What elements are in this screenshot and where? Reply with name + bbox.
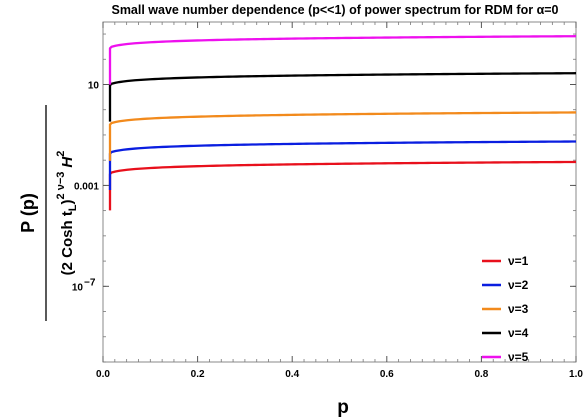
series-line-nu-3 xyxy=(108,111,577,162)
legend-label-nu-2: ν=2 xyxy=(508,278,529,292)
chart-title: Small wave number dependence (p<<1) of p… xyxy=(111,3,558,17)
x-tick-label: 0.8 xyxy=(474,369,488,380)
legend: ν=1 ν=2 ν=3 ν=4 ν=5 xyxy=(482,254,529,364)
y-label-denominator-close: ) xyxy=(59,199,76,204)
legend-label-nu-4: ν=4 xyxy=(508,326,529,340)
y-label-denominator-tail: H xyxy=(59,156,76,168)
x-tick-label: 0.0 xyxy=(96,369,110,380)
y-label-denominator-exp: 2 ν−3 xyxy=(55,172,67,200)
y-tick-exponent: −7 xyxy=(84,277,96,288)
legend-label-nu-1: ν=1 xyxy=(508,254,529,268)
y-label-denominator-base: (2 Cosh t xyxy=(59,211,76,275)
y-label-denominator: (2 Cosh tL)2 ν−3 H2 xyxy=(55,151,79,276)
x-tick-label: 0.6 xyxy=(380,369,394,380)
y-tick-label: 10 xyxy=(88,80,100,91)
y-label-numerator: P (p) xyxy=(18,193,38,233)
x-tick-label: 0.4 xyxy=(285,369,299,380)
y-label-denominator-tail-exp: 2 xyxy=(55,151,67,157)
x-tick-label: 0.2 xyxy=(191,369,205,380)
series-line-nu-4 xyxy=(108,72,577,123)
y-axis-label: P (p) (2 Cosh tL)2 ν−3 H2 xyxy=(18,105,79,321)
x-axis-label: p xyxy=(337,397,349,418)
legend-label-nu-3: ν=3 xyxy=(508,302,529,316)
y-tick-label: 0.001 xyxy=(74,181,99,192)
y-label-denominator-sub: L xyxy=(67,204,79,211)
y-tick-label: 10 xyxy=(72,282,84,293)
series-layer xyxy=(108,35,577,211)
series-line-nu-1 xyxy=(108,160,577,211)
series-line-nu-5 xyxy=(108,35,577,86)
series-line-nu-2 xyxy=(108,140,577,191)
x-tick-label: 1.0 xyxy=(569,369,583,380)
legend-label-nu-5: ν=5 xyxy=(508,350,529,364)
